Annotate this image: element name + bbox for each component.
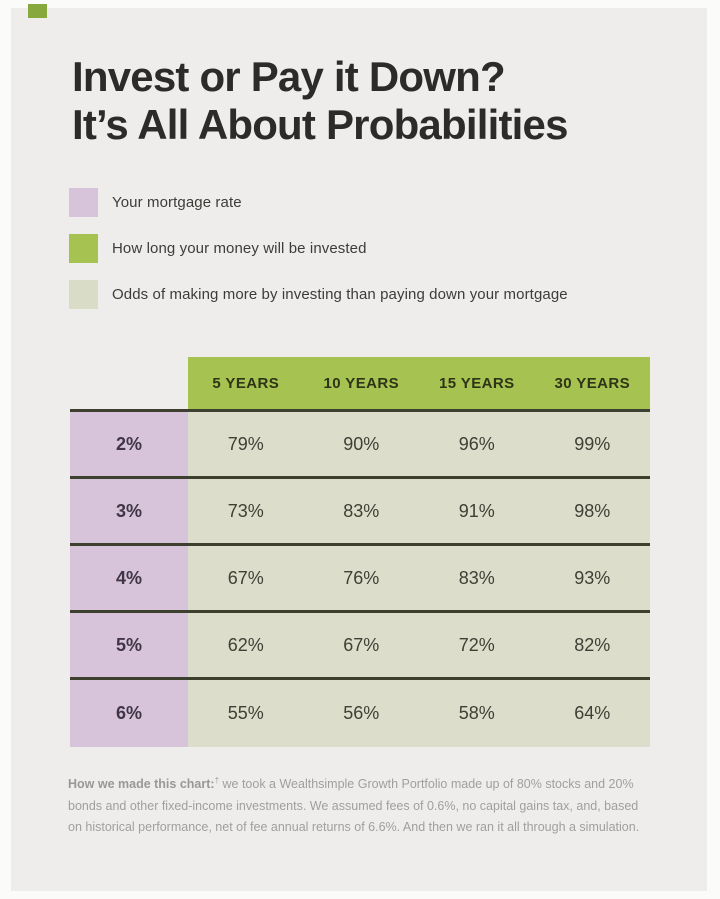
value-cell: 96% [458,433,495,454]
legend-item-odds: Odds of making more by investing than pa… [69,280,568,309]
legend-item-mortgage-rate: Your mortgage rate [69,188,568,217]
footnote: How we made this chart:† we took a Wealt… [68,774,639,839]
header-cell-10-years: 10 YEARS [323,374,399,392]
value-cell: 98% [574,500,611,521]
row-label-cell: 6% [70,680,188,747]
green-swatch-icon [69,234,98,263]
legend: Your mortgage rate How long your money w… [69,188,568,326]
table-row: 6% 55% 56% 58% 64% [70,680,650,747]
value-cell: 56% [343,703,380,723]
legend-label: Your mortgage rate [112,194,242,211]
value-cell: 83% [343,500,380,521]
title-line-1: Invest or Pay it Down? [72,53,506,100]
footnote-line-3: on historical performance, net of fee an… [68,820,640,834]
legend-item-investment-horizon: How long your money will be invested [69,234,568,263]
value-cell: 73% [227,500,264,521]
value-cell: 79% [227,433,264,454]
page-title: Invest or Pay it Down? It’s All About Pr… [72,53,568,149]
table-row: 4% 67% 76% 83% 93% [70,546,650,613]
value-cell: 91% [458,500,495,521]
table-header-row: 5 YEARS 10 YEARS 15 YEARS 30 YEARS [188,357,650,409]
header-cell-30-years: 30 YEARS [554,374,630,392]
row-values: 73% 83% 91% 98% [188,479,650,543]
purple-swatch-icon [69,188,98,217]
row-label-cell: 5% [70,613,188,677]
row-values: 67% 76% 83% 93% [188,546,650,610]
header-divider [70,409,650,412]
value-cell: 93% [574,567,611,588]
value-cell: 76% [343,567,380,588]
row-label-cell: 2% [70,412,188,476]
pale-swatch-icon [69,280,98,309]
value-cell: 67% [343,634,380,655]
table-row: 2% 79% 90% 96% 99% [70,412,650,479]
row-label-cell: 4% [70,546,188,610]
value-cell: 55% [227,703,264,723]
footnote-bold-label: How we made this chart: [68,777,215,791]
corner-accent-square [28,4,47,18]
table-row: 5% 62% 67% 72% 82% [70,613,650,680]
value-cell: 62% [227,634,264,655]
row-label-cell: 3% [70,479,188,543]
legend-label: How long your money will be invested [112,240,367,257]
value-cell: 90% [343,433,380,454]
row-values: 62% 67% 72% 82% [188,613,650,677]
value-cell: 72% [458,634,495,655]
header-cell-5-years: 5 YEARS [212,374,280,392]
footnote-line-1: How we made this chart:† we took a Wealt… [68,774,639,796]
value-cell: 64% [574,703,611,723]
row-values: 79% 90% 96% 99% [188,412,650,476]
legend-label: Odds of making more by investing than pa… [112,286,568,303]
value-cell: 58% [458,703,495,723]
footnote-line-2: bonds and other fixed-income investments… [68,798,639,813]
value-cell: 99% [574,433,611,454]
row-values: 55% 56% 58% 64% [188,680,650,747]
dagger-superscript: † [214,775,220,785]
table-row: 3% 73% 83% 91% 98% [70,479,650,546]
probability-table: 5 YEARS 10 YEARS 15 YEARS 30 YEARS 2% 79… [70,357,650,747]
header-cell-15-years: 15 YEARS [439,374,515,392]
title-line-2: It’s All About Probabilities [72,101,568,148]
footnote-line-1-text: we took a Wealthsimple Growth Portfolio … [219,777,634,791]
value-cell: 67% [227,567,264,588]
value-cell: 83% [458,567,495,588]
value-cell: 82% [574,634,611,655]
